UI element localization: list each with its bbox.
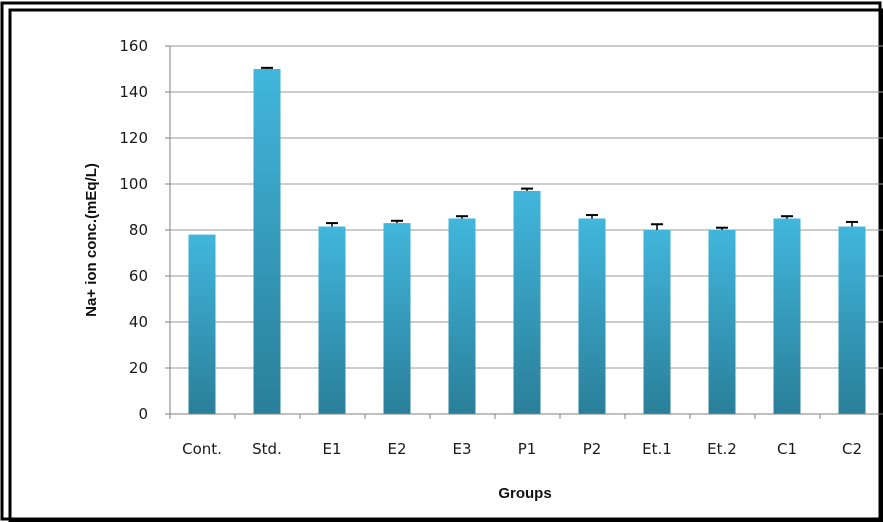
x-tick-label: Cont. [182,440,222,458]
x-tick-label: Et.1 [642,440,672,458]
bar-e3 [448,218,476,414]
bar-p2 [578,218,606,414]
y-tick-label: 0 [138,405,148,423]
y-tick-label: 20 [129,359,148,377]
error-bar [456,215,468,219]
x-axis-title: Groups [498,485,551,502]
error-bar [846,220,858,227]
x-tick-label: C1 [777,440,797,458]
error-bars [261,66,858,230]
error-bar [586,214,598,219]
bar-e1 [318,226,346,414]
x-tick-label: P1 [518,440,537,458]
bar-p1 [513,190,541,414]
y-tick-label: 120 [119,129,148,147]
error-bar [781,215,793,219]
bar-e2 [383,223,411,414]
x-tick-label: E2 [387,440,406,458]
bar-et-1 [643,230,671,414]
bar-c2 [838,226,866,414]
y-axis-ticks: 0 20 40 60 80 100 120 140 160 [119,37,170,423]
x-tick-label: P2 [583,440,602,458]
bar-std [253,69,281,414]
y-tick-label: 40 [129,313,148,331]
chart-frame-inner [8,8,883,522]
bar-c1 [773,218,801,414]
error-bar [391,219,403,224]
x-tick-label: E1 [322,440,341,458]
error-bar [521,187,533,191]
y-tick-label: 140 [119,83,148,101]
y-axis-title: Na+ ion conc.(mEq/L) [83,163,100,317]
bar-cont [188,234,216,414]
x-axis-ticks: Cont. Std. E1 E2 E3 P1 P2 Et.1 Et.2 C1 C2 [169,414,862,458]
error-bar [716,226,728,230]
error-bar [326,222,338,227]
y-tick-label: 60 [129,267,148,285]
error-bar [261,66,273,69]
y-tick-label: 100 [119,175,148,193]
x-tick-label: C2 [842,440,862,458]
bars [188,69,866,414]
error-bar [651,223,663,230]
x-tick-label: E3 [452,440,471,458]
bar-et-2 [708,230,736,414]
x-tick-label: Et.2 [707,440,737,458]
y-tick-label: 80 [129,221,148,239]
x-tick-label: Std. [252,440,282,458]
y-tick-label: 160 [119,37,148,55]
